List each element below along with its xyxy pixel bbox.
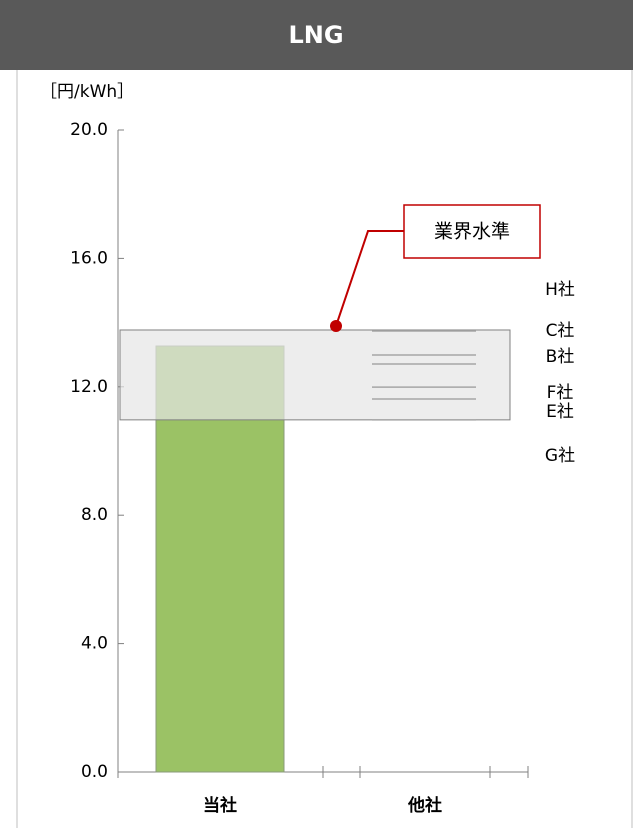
company-label: G社 xyxy=(545,446,575,466)
y-tick-label: 12.0 xyxy=(70,377,108,397)
callout-label: 業界水準 xyxy=(434,221,510,243)
callout-line xyxy=(335,230,404,327)
callout-box xyxy=(403,204,541,259)
y-tick-label: 16.0 xyxy=(70,248,108,268)
company-label: C社 xyxy=(546,321,575,341)
company-label: E社 xyxy=(546,402,574,422)
header xyxy=(0,0,633,70)
company-label: F社 xyxy=(547,383,574,403)
x-tick-label: 他社 xyxy=(407,795,442,816)
chart-title: LNG xyxy=(288,21,343,49)
x-tick-label: 当社 xyxy=(203,795,237,816)
y-axis-label: ［円/kWh］ xyxy=(40,82,134,102)
y-tick-label: 4.0 xyxy=(81,634,108,654)
y-tick-label: 0.0 xyxy=(81,762,108,782)
callout-dot xyxy=(330,320,342,332)
company-label: H社 xyxy=(545,280,575,300)
company-label: B社 xyxy=(546,347,575,367)
y-tick-label: 8.0 xyxy=(81,505,108,525)
industry-band xyxy=(119,329,511,421)
y-tick-label: 20.0 xyxy=(70,120,108,140)
